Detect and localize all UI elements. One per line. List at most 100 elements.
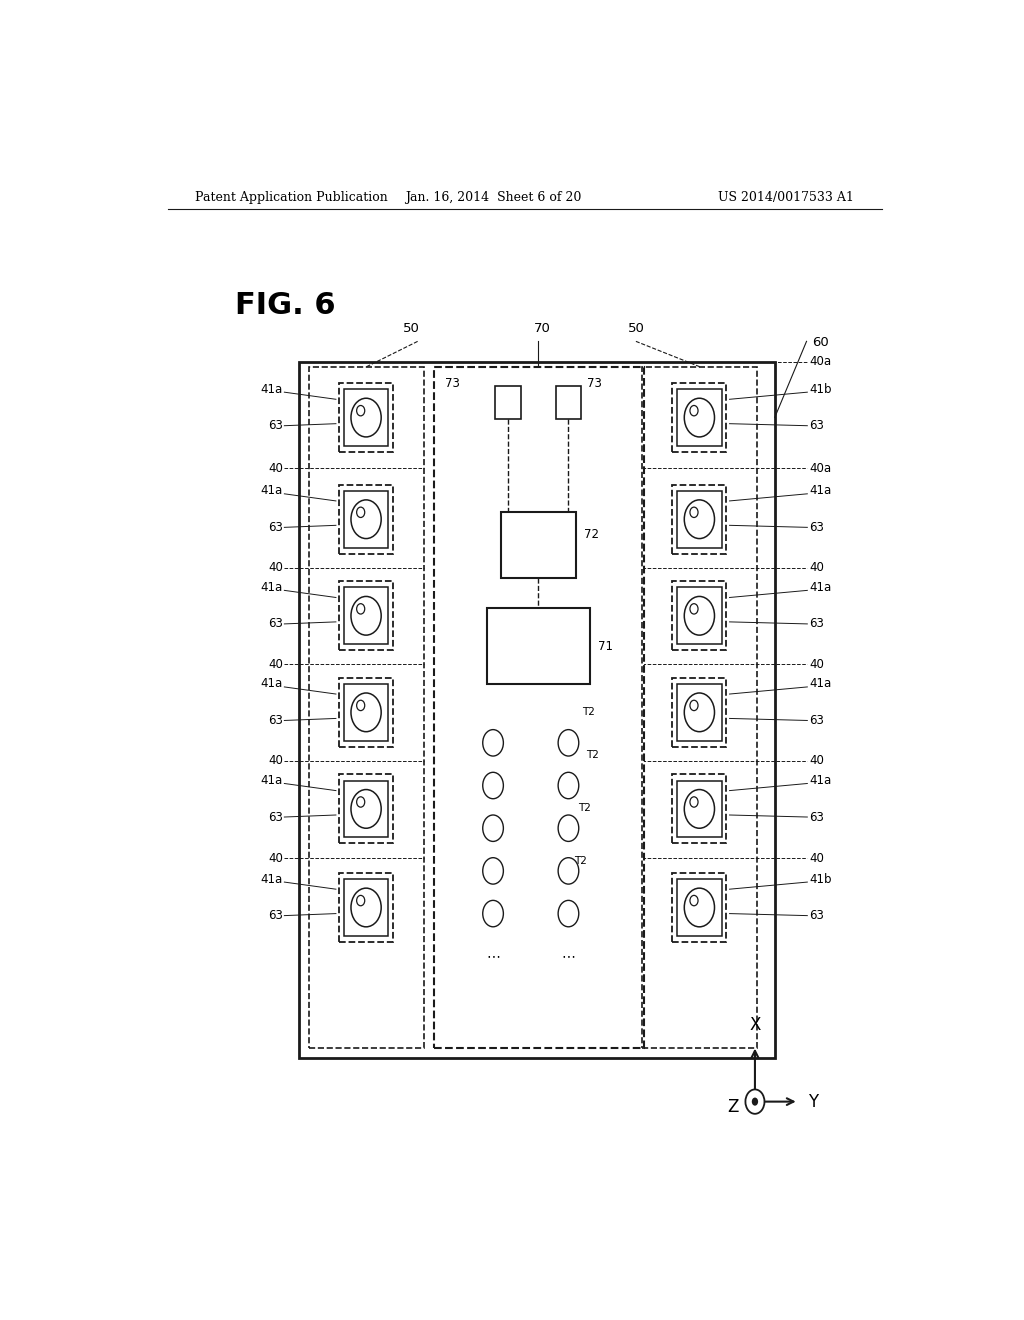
Circle shape: [356, 603, 365, 614]
Text: 41a: 41a: [809, 774, 831, 787]
Text: 63: 63: [268, 420, 283, 432]
Text: 73: 73: [588, 378, 602, 391]
Circle shape: [558, 814, 579, 841]
Bar: [344, 491, 388, 548]
Bar: [339, 581, 393, 651]
Circle shape: [690, 405, 698, 416]
Text: US 2014/0017533 A1: US 2014/0017533 A1: [718, 190, 854, 203]
Bar: [677, 587, 722, 644]
Text: 63: 63: [809, 618, 823, 631]
Text: 41a: 41a: [260, 383, 283, 396]
Circle shape: [558, 858, 579, 884]
Text: 41a: 41a: [260, 677, 283, 690]
Text: 41b: 41b: [809, 873, 831, 886]
Text: 63: 63: [268, 521, 283, 533]
Text: 40: 40: [268, 851, 283, 865]
Bar: [677, 780, 722, 837]
Bar: [673, 775, 726, 843]
Circle shape: [690, 700, 698, 710]
Bar: [339, 484, 393, 554]
Circle shape: [684, 500, 715, 539]
Text: 40: 40: [268, 754, 283, 767]
Text: X: X: [750, 1015, 761, 1034]
Circle shape: [356, 405, 365, 416]
Text: 73: 73: [445, 378, 461, 391]
Text: 63: 63: [268, 810, 283, 824]
Text: 60: 60: [812, 335, 828, 348]
Bar: [309, 367, 424, 1048]
Text: 41a: 41a: [260, 484, 283, 498]
Circle shape: [482, 858, 504, 884]
Text: T2: T2: [574, 855, 587, 866]
Bar: [673, 581, 726, 651]
Text: 40: 40: [268, 462, 283, 475]
Text: ⋯: ⋯: [486, 949, 500, 964]
Circle shape: [690, 507, 698, 517]
Bar: [339, 383, 393, 453]
Text: 41a: 41a: [809, 581, 831, 594]
Circle shape: [684, 693, 715, 731]
Bar: [501, 512, 575, 578]
Text: Patent Application Publication: Patent Application Publication: [196, 190, 388, 203]
Text: Z: Z: [728, 1098, 739, 1115]
Circle shape: [351, 399, 381, 437]
Text: 63: 63: [809, 521, 823, 533]
Text: T2: T2: [582, 708, 595, 717]
Bar: [344, 587, 388, 644]
Bar: [496, 385, 521, 418]
Text: 40: 40: [809, 657, 823, 671]
Text: 63: 63: [809, 714, 823, 727]
Text: 41a: 41a: [260, 774, 283, 787]
Bar: [673, 873, 726, 942]
Bar: [677, 879, 722, 936]
Bar: [299, 362, 775, 1057]
Bar: [677, 389, 722, 446]
Text: 40: 40: [809, 561, 823, 574]
Circle shape: [558, 772, 579, 799]
Circle shape: [690, 895, 698, 906]
Text: 63: 63: [268, 618, 283, 631]
Circle shape: [482, 730, 504, 756]
Bar: [673, 677, 726, 747]
Bar: [344, 389, 388, 446]
Circle shape: [351, 500, 381, 539]
Text: 72: 72: [584, 528, 599, 541]
Bar: [344, 879, 388, 936]
Bar: [339, 873, 393, 942]
Circle shape: [684, 597, 715, 635]
Circle shape: [752, 1097, 758, 1106]
Text: 63: 63: [809, 909, 823, 923]
Text: 40: 40: [809, 851, 823, 865]
Circle shape: [690, 797, 698, 807]
Bar: [677, 684, 722, 741]
Text: 63: 63: [809, 810, 823, 824]
Text: 41b: 41b: [809, 383, 831, 396]
Text: 40: 40: [268, 561, 283, 574]
Bar: [339, 677, 393, 747]
Text: ⋯: ⋯: [561, 949, 575, 964]
Circle shape: [351, 597, 381, 635]
Circle shape: [558, 730, 579, 756]
Bar: [642, 367, 758, 1048]
Text: 63: 63: [809, 420, 823, 432]
Text: 40: 40: [268, 657, 283, 671]
Text: 40a: 40a: [809, 462, 831, 475]
Text: 40: 40: [809, 754, 823, 767]
Text: 41a: 41a: [260, 873, 283, 886]
Circle shape: [356, 797, 365, 807]
Circle shape: [684, 789, 715, 828]
Bar: [673, 383, 726, 453]
Circle shape: [356, 700, 365, 710]
Bar: [344, 684, 388, 741]
Text: 41a: 41a: [260, 581, 283, 594]
Bar: [339, 775, 393, 843]
Text: 71: 71: [598, 640, 612, 653]
Bar: [677, 491, 722, 548]
Circle shape: [482, 772, 504, 799]
Text: 41a: 41a: [809, 484, 831, 498]
Text: T2: T2: [578, 803, 591, 813]
Circle shape: [684, 888, 715, 927]
Text: 63: 63: [268, 909, 283, 923]
Bar: [556, 385, 582, 418]
Bar: [673, 484, 726, 554]
